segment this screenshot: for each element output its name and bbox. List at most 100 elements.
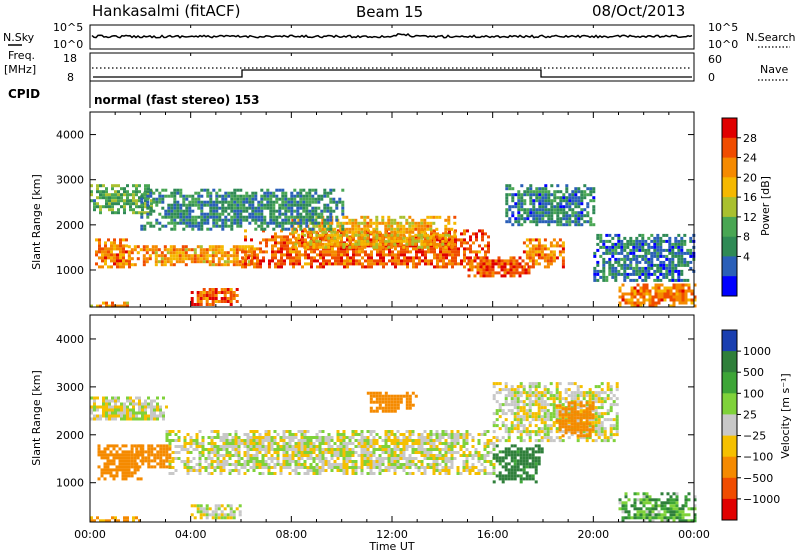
power-cell [532,217,536,221]
velocity-cell [495,382,499,386]
velocity-cell [402,454,406,457]
velocity-cell [279,448,283,451]
velocity-cell [396,457,400,460]
power-cell [226,257,230,261]
velocity-cell [303,433,307,436]
power-cell [146,200,150,204]
velocity-cell [516,436,520,440]
power-cell [577,190,581,194]
velocity-cell [321,430,325,433]
power-cell [123,301,126,305]
power-cell [146,212,150,216]
power-cell [146,197,150,201]
power-cell [535,187,539,191]
power-cell [291,227,295,231]
velocity-cell [273,436,277,439]
power-cell [630,304,634,308]
velocity-cell [240,463,244,466]
velocity-cell [396,460,400,463]
velocity-cell [96,396,99,400]
power-cell [281,218,285,222]
power-cell [194,191,198,195]
power-cell [430,259,433,263]
power-cell [126,190,129,194]
power-cell [614,260,618,264]
power-cell [188,212,192,216]
power-cell [620,257,624,261]
velocity-cell [591,418,595,422]
power-cell [379,262,382,266]
velocity-cell [324,469,328,472]
power-cell [144,184,147,188]
power-cell [463,256,466,260]
power-cell [320,197,324,201]
velocity-cell [519,406,523,410]
velocity-cell [270,445,274,448]
velocity-cell [501,388,505,392]
power-cell [433,253,436,257]
power-cell [214,251,218,255]
power-cell [268,262,271,266]
power-cell [439,253,442,257]
power-cell [284,206,288,210]
velocity-cell [114,399,117,403]
power-cell [160,257,164,261]
velocity-cell [246,442,250,445]
velocity-cell [387,451,391,454]
power-cell [232,297,236,300]
velocity-cell [267,463,271,466]
power-cell [556,214,560,218]
power-cell [487,241,490,245]
power-cell [550,202,554,206]
power-cell [651,298,655,302]
velocity-cell [297,472,301,475]
power-cell [293,194,297,198]
power-cell [284,218,288,222]
power-cell [170,227,174,231]
power-cell [482,268,486,272]
velocity-cell [120,405,123,409]
power-cell [301,238,304,242]
power-cell [388,253,391,257]
velocity-cell [345,469,349,472]
velocity-cell [510,400,514,404]
power-cell [135,184,138,188]
velocity-cell [294,433,298,436]
power-cell [146,206,150,210]
power-cell [361,250,364,254]
power-cell [268,238,271,242]
power-cell [370,253,373,257]
power-cell [617,242,621,246]
velocity-cell [210,430,214,433]
velocity-cell [267,472,271,475]
power-cell [505,199,509,203]
power-cell [370,238,373,242]
velocity-cell [117,399,120,403]
power-cell [484,250,487,254]
velocity-cell [498,415,502,419]
power-cell [211,291,215,294]
power-cell [287,200,291,204]
velocity-cell [507,409,511,413]
power-cell [167,209,171,213]
power-cell [633,286,637,290]
power-cell [369,218,373,222]
power-cell [648,292,652,296]
velocity-cell [594,415,598,419]
velocity-cell [390,454,394,457]
power-cell [334,244,337,248]
power-cell [602,263,606,267]
power-cell [179,206,183,210]
power-cell [541,208,545,212]
power-cell [154,257,158,261]
power-cell [375,236,379,240]
power-cell [589,193,593,197]
power-cell [281,221,285,225]
power-cell [553,199,557,203]
power-cell [268,265,271,269]
velocity-cell [567,421,571,425]
power-cell [305,191,309,195]
power-cell [295,238,298,242]
power-cell [108,208,111,212]
power-cell [217,260,221,264]
